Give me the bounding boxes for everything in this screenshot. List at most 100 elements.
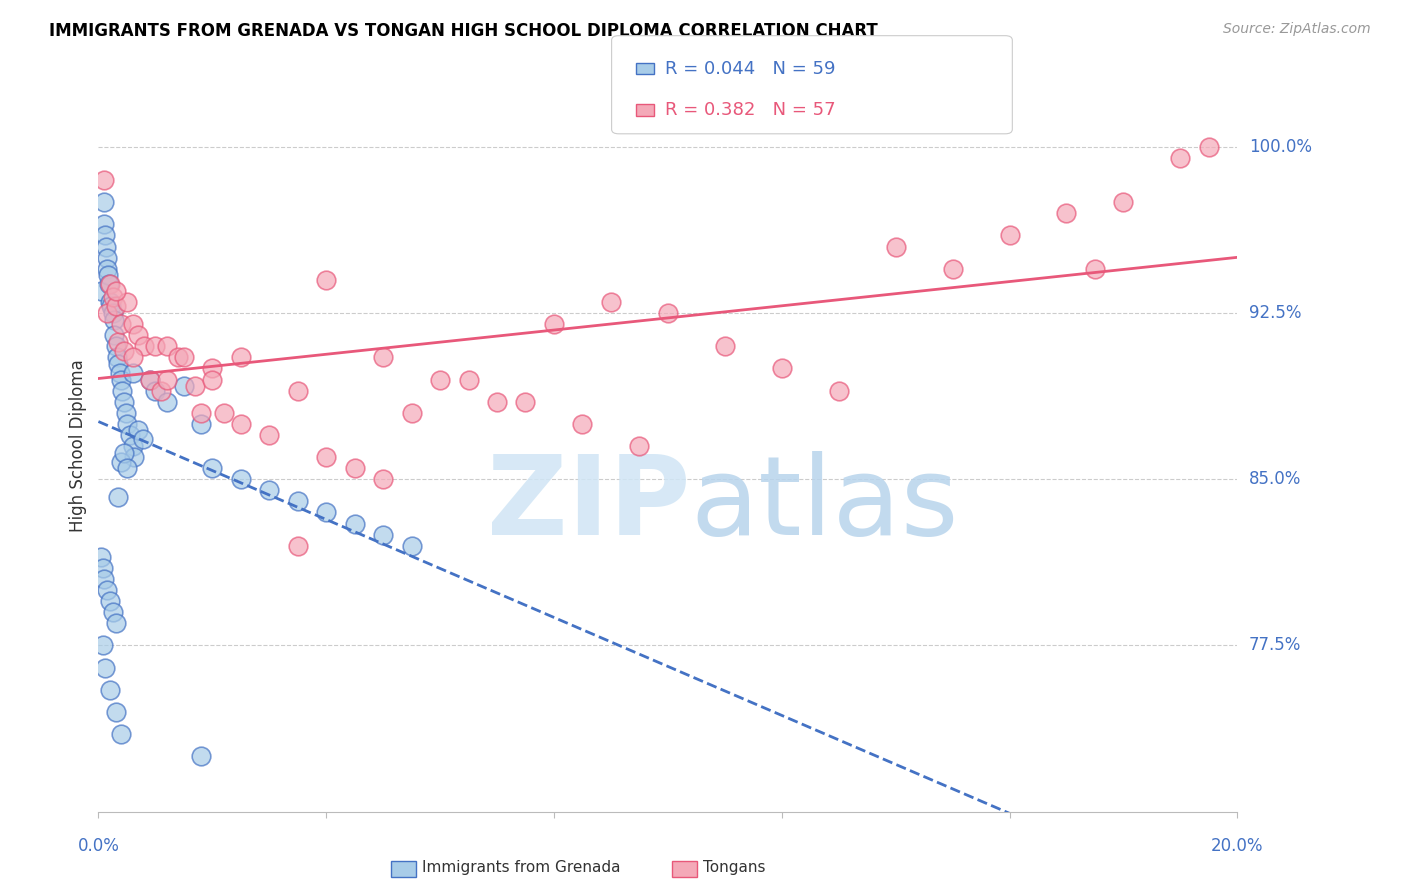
Point bbox=[1198, 140, 1220, 154]
Point bbox=[98, 594, 121, 608]
Point bbox=[315, 450, 337, 464]
Text: Immigrants from Grenada: Immigrants from Grenada bbox=[422, 860, 620, 874]
Point bbox=[150, 384, 173, 398]
Text: 92.5%: 92.5% bbox=[1249, 304, 1301, 322]
Point bbox=[138, 372, 160, 386]
Point bbox=[107, 334, 129, 349]
Point bbox=[93, 218, 115, 232]
Point bbox=[998, 228, 1021, 243]
Point bbox=[94, 660, 117, 674]
Point bbox=[201, 361, 224, 376]
Point bbox=[515, 394, 537, 409]
Point bbox=[91, 561, 114, 575]
Point bbox=[173, 351, 195, 365]
Point bbox=[457, 372, 479, 386]
Point bbox=[600, 294, 623, 309]
Point bbox=[1056, 206, 1078, 220]
Point bbox=[100, 299, 122, 313]
Text: ZIP: ZIP bbox=[488, 451, 690, 558]
Point bbox=[145, 384, 167, 398]
Point bbox=[371, 351, 394, 365]
Point bbox=[127, 328, 149, 343]
Point bbox=[91, 639, 114, 653]
Y-axis label: High School Diploma: High School Diploma bbox=[69, 359, 87, 533]
Text: 20.0%: 20.0% bbox=[1211, 837, 1264, 855]
Point bbox=[287, 539, 309, 553]
Point bbox=[190, 749, 212, 764]
Point bbox=[201, 372, 224, 386]
Point bbox=[229, 417, 252, 431]
Point bbox=[118, 428, 141, 442]
Text: R = 0.044   N = 59: R = 0.044 N = 59 bbox=[665, 60, 835, 78]
Point bbox=[98, 294, 121, 309]
Point bbox=[315, 273, 337, 287]
Point bbox=[104, 616, 127, 631]
Point bbox=[121, 439, 143, 453]
Point bbox=[94, 239, 117, 253]
Point bbox=[229, 351, 252, 365]
Point bbox=[90, 284, 112, 298]
Point bbox=[287, 384, 309, 398]
Point bbox=[103, 328, 125, 343]
Point bbox=[884, 239, 907, 253]
Point bbox=[543, 317, 565, 331]
Point bbox=[110, 372, 132, 386]
Point bbox=[429, 372, 451, 386]
Point bbox=[343, 516, 366, 531]
Point bbox=[104, 284, 127, 298]
Point bbox=[571, 417, 593, 431]
Point bbox=[132, 433, 155, 447]
Point bbox=[184, 379, 207, 393]
Text: 0.0%: 0.0% bbox=[77, 837, 120, 855]
Point bbox=[96, 261, 118, 276]
Point bbox=[93, 572, 115, 586]
Point bbox=[173, 379, 195, 393]
Point bbox=[105, 351, 128, 365]
Point bbox=[315, 506, 337, 520]
Text: Tongans: Tongans bbox=[703, 860, 765, 874]
Point bbox=[401, 539, 423, 553]
Text: 77.5%: 77.5% bbox=[1249, 637, 1301, 655]
Point bbox=[97, 277, 120, 292]
Point bbox=[90, 549, 112, 564]
Point bbox=[657, 306, 679, 320]
Point bbox=[103, 312, 125, 326]
Point bbox=[110, 317, 132, 331]
Point bbox=[132, 339, 155, 353]
Text: R = 0.382   N = 57: R = 0.382 N = 57 bbox=[665, 101, 835, 119]
Point bbox=[115, 461, 138, 475]
Point bbox=[287, 494, 309, 508]
Point bbox=[114, 406, 136, 420]
Point bbox=[93, 173, 115, 187]
Point bbox=[104, 339, 127, 353]
Point bbox=[1084, 261, 1107, 276]
Point bbox=[343, 461, 366, 475]
Text: 85.0%: 85.0% bbox=[1249, 470, 1301, 488]
Point bbox=[96, 583, 118, 598]
Point bbox=[94, 228, 117, 243]
Point bbox=[121, 366, 143, 380]
Point bbox=[96, 306, 118, 320]
Text: atlas: atlas bbox=[690, 451, 959, 558]
Point bbox=[110, 454, 132, 468]
Point bbox=[156, 339, 179, 353]
Point bbox=[111, 384, 134, 398]
Point bbox=[828, 384, 851, 398]
Point bbox=[107, 490, 129, 504]
Point bbox=[108, 366, 131, 380]
Text: 100.0%: 100.0% bbox=[1249, 137, 1312, 156]
Point bbox=[121, 351, 143, 365]
Point bbox=[229, 472, 252, 486]
Point bbox=[1170, 151, 1192, 165]
Point bbox=[156, 372, 179, 386]
Point bbox=[190, 417, 212, 431]
Point bbox=[98, 682, 121, 697]
Point bbox=[112, 445, 135, 459]
Text: IMMIGRANTS FROM GRENADA VS TONGAN HIGH SCHOOL DIPLOMA CORRELATION CHART: IMMIGRANTS FROM GRENADA VS TONGAN HIGH S… bbox=[49, 22, 877, 40]
Point bbox=[167, 351, 190, 365]
Point bbox=[110, 727, 132, 741]
Point bbox=[145, 339, 167, 353]
Point bbox=[101, 605, 124, 619]
Point bbox=[104, 705, 127, 719]
Point bbox=[101, 291, 124, 305]
